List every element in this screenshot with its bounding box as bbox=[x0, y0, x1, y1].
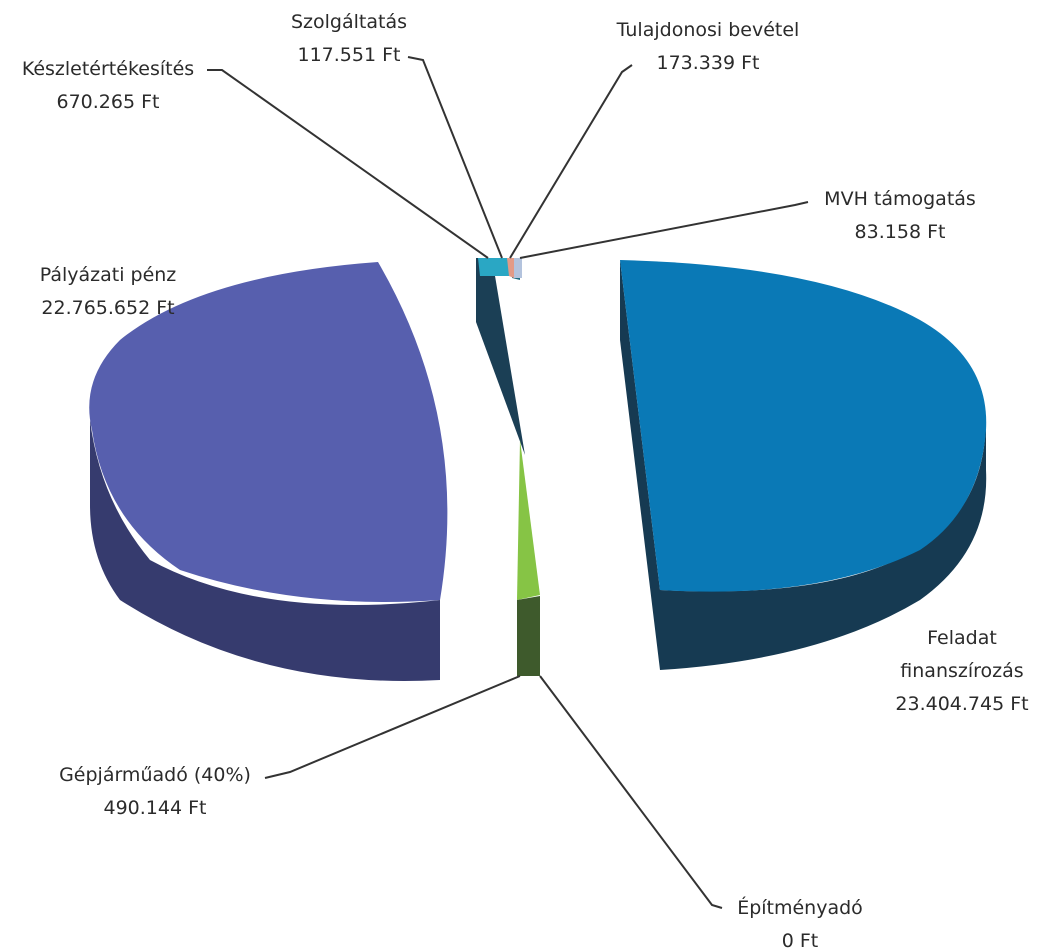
slice-palyazati-penz-side bbox=[90, 420, 440, 681]
slice-palyazati-penz bbox=[89, 262, 448, 681]
slice-gepjarmuado bbox=[517, 440, 540, 600]
leader-keszletertekesites bbox=[207, 69, 489, 259]
label-feladat-finanszirozas-name-1: Feladat bbox=[927, 627, 997, 649]
slice-mvh-tamogatas-shape bbox=[514, 258, 522, 278]
label-epitmenyado: Építményadó 0 Ft bbox=[737, 896, 863, 951]
label-mvh-tamogatas-value: 83.158 Ft bbox=[855, 221, 946, 243]
label-feladat-finanszirozas-name-2: finanszírozás bbox=[900, 660, 1023, 682]
label-szolgaltatas-name: Szolgáltatás bbox=[291, 11, 407, 33]
label-szolgaltatas: Szolgáltatás 117.551 Ft bbox=[291, 11, 407, 66]
label-tulajdonosi-bevetel-name: Tulajdonosi bevétel bbox=[616, 19, 800, 41]
label-epitmenyado-name: Építményadó bbox=[737, 896, 863, 919]
leader-tulajdonosi-bevetel bbox=[509, 64, 633, 259]
slice-keszletertekesites bbox=[476, 258, 525, 455]
slice-szolgaltatas-shape bbox=[478, 258, 512, 276]
slice-feladat-finanszirozas-side bbox=[620, 260, 987, 670]
label-keszletertekesites-value: 670.265 Ft bbox=[57, 91, 160, 113]
label-keszletertekesites-name: Készletértékesítés bbox=[22, 58, 194, 80]
label-gepjarmuado-name: Gépjárműadó (40%) bbox=[59, 764, 251, 786]
label-tulajdonosi-bevetel-value: 173.339 Ft bbox=[657, 52, 760, 74]
label-epitmenyado-value: 0 Ft bbox=[782, 930, 819, 951]
label-keszletertekesites: Készletértékesítés 670.265 Ft bbox=[22, 58, 194, 113]
label-palyazati-penz: Pályázati pénz 22.765.652 Ft bbox=[40, 264, 177, 319]
slice-tulajdonosi-bevetel bbox=[507, 258, 514, 278]
slice-gepjarmuado-shape bbox=[517, 440, 540, 600]
slice-tulajdonosi-bevetel-shape bbox=[507, 258, 514, 278]
label-szolgaltatas-value: 117.551 Ft bbox=[298, 44, 401, 66]
slice-feladat-finanszirozas bbox=[620, 260, 987, 670]
leader-gepjarmuado bbox=[264, 675, 521, 779]
label-mvh-tamogatas-name: MVH támogatás bbox=[824, 188, 976, 210]
label-tulajdonosi-bevetel: Tulajdonosi bevétel 173.339 Ft bbox=[616, 19, 800, 74]
leader-szolgaltatas bbox=[407, 56, 503, 259]
slice-epitmenyado bbox=[517, 596, 540, 676]
label-feladat-finanszirozas-value: 23.404.745 Ft bbox=[895, 693, 1028, 715]
leader-mvh-tamogatas bbox=[519, 201, 809, 259]
label-palyazati-penz-name: Pályázati pénz bbox=[40, 264, 177, 286]
label-feladat-finanszirozas: Feladat finanszírozás 23.404.745 Ft bbox=[895, 627, 1028, 715]
label-palyazati-penz-value: 22.765.652 Ft bbox=[41, 297, 174, 319]
label-gepjarmuado: Gépjárműadó (40%) 490.144 Ft bbox=[59, 764, 251, 819]
slice-mvh-tamogatas bbox=[514, 258, 522, 278]
slice-epitmenyado-shape bbox=[517, 596, 540, 676]
label-gepjarmuado-value: 490.144 Ft bbox=[104, 797, 207, 819]
label-mvh-tamogatas: MVH támogatás 83.158 Ft bbox=[824, 188, 976, 243]
slice-feladat-finanszirozas-top bbox=[620, 260, 987, 592]
slice-keszletertekesites-shape bbox=[476, 258, 525, 455]
slice-palyazati-penz-top bbox=[89, 262, 448, 602]
leader-epitmenyado bbox=[539, 675, 723, 909]
